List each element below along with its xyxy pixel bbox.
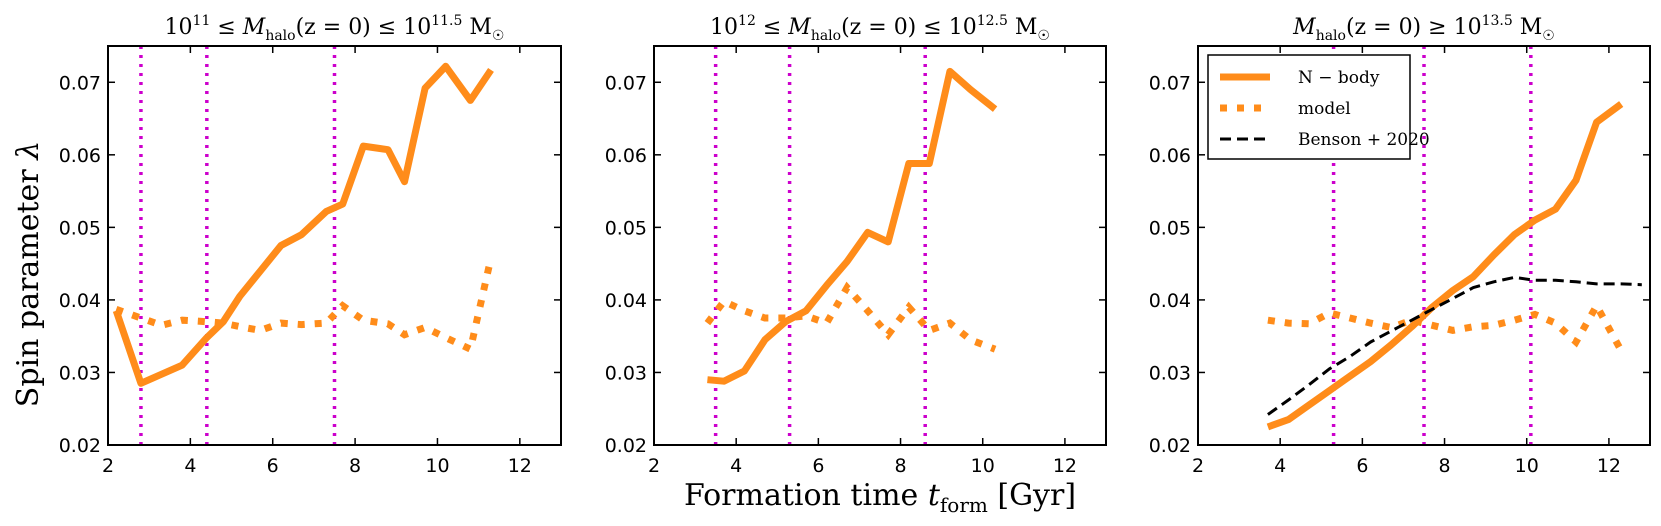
- panel-2: 2 4 6 8 10 12 0.02 0.03 0.04 0.05 0.06 0.07 1012 ≤ M…: [605, 13, 1107, 477]
- legend-label: model: [1298, 99, 1351, 119]
- y-tick-label: 0.07: [605, 72, 647, 94]
- x-tick-label: 2: [1192, 455, 1204, 477]
- plot-frame: [1197, 45, 1651, 446]
- x-tick-label: 4: [1274, 455, 1286, 477]
- y-tick-label: 0.07: [59, 72, 101, 94]
- panel-1: 2 4 6 8 10 12 0.02 0.03 0.04 0.05 0.06 0.07 1011 ≤ M…: [59, 13, 562, 477]
- x-axis-label: Formation time tform [Gyr]: [684, 478, 1076, 517]
- y-tick-label: 0.04: [59, 290, 101, 312]
- x-tick-label: 6: [267, 455, 279, 477]
- y-tick-label: 0.04: [605, 290, 647, 312]
- panel-title: 1011 ≤ Mhalo(z = 0) ≤ 1011.5 M☉: [165, 13, 505, 44]
- x-tick-label: 4: [184, 455, 196, 477]
- series-model-line: [704, 281, 997, 353]
- x-tick-label: 6: [812, 455, 824, 477]
- x-tick-label: 8: [1438, 455, 1450, 477]
- series-group: [1266, 101, 1642, 431]
- series-nbody-line: [1266, 101, 1624, 431]
- y-tick-label: 0.02: [59, 435, 101, 457]
- y-axis-label: Spin parameter λ: [11, 141, 46, 407]
- x-tick-label: 2: [102, 455, 114, 477]
- series-nbody-line: [112, 62, 494, 387]
- y-tick-label: 0.03: [1149, 362, 1191, 384]
- panel-3: 2 4 6 8 10 12 0.02 0.03 0.04 0.05 0.06 0.07 Mhalo(z …: [1149, 13, 1651, 477]
- series-model-line: [115, 257, 495, 355]
- legend-label: N − body: [1298, 68, 1380, 88]
- x-tick-label: 10: [971, 455, 995, 477]
- series-model-line: [1267, 298, 1625, 353]
- y-tick-label: 0.05: [605, 217, 647, 239]
- plot-frame: [107, 45, 562, 446]
- x-tick-label: 12: [1053, 455, 1077, 477]
- y-tick-label: 0.03: [59, 362, 101, 384]
- legend-label: Benson + 2020: [1298, 130, 1430, 150]
- y-tick-label: 0.05: [1149, 217, 1191, 239]
- plot-frame: [653, 45, 1107, 446]
- y-tick-label: 0.03: [605, 362, 647, 384]
- x-tick-label: 12: [508, 455, 532, 477]
- x-tick-label: 6: [1356, 455, 1368, 477]
- x-tick-label: 10: [425, 455, 449, 477]
- x-tick-label: 8: [349, 455, 361, 477]
- legend: N − body model Benson + 2020: [1207, 54, 1430, 160]
- y-tick-label: 0.05: [59, 217, 101, 239]
- panel-title: Mhalo(z = 0) ≥ 1013.5 M☉: [1292, 13, 1555, 44]
- series-group: [704, 67, 998, 385]
- panel-title: 1012 ≤ Mhalo(z = 0) ≤ 1012.5 M☉: [710, 13, 1050, 44]
- y-tick-label: 0.06: [59, 145, 101, 167]
- x-tick-label: 8: [894, 455, 906, 477]
- series-nbody-line: [707, 67, 998, 385]
- series-group: [112, 62, 495, 387]
- x-tick-label: 10: [1515, 455, 1539, 477]
- y-tick-label: 0.02: [605, 435, 647, 457]
- y-tick-label: 0.04: [1149, 290, 1191, 312]
- series-benson-line: [1267, 275, 1642, 416]
- x-tick-label: 12: [1597, 455, 1621, 477]
- panels: 2 4 6 8 10 12 0.02 0.03 0.04 0.05 0.06 0.07 1011 ≤ M…: [59, 13, 1651, 477]
- x-tick-label: 4: [730, 455, 742, 477]
- y-tick-label: 0.07: [1149, 72, 1191, 94]
- x-tick-label: 2: [648, 455, 660, 477]
- y-tick-label: 0.02: [1149, 435, 1191, 457]
- y-tick-label: 0.06: [1149, 145, 1191, 167]
- y-tick-label: 0.06: [605, 145, 647, 167]
